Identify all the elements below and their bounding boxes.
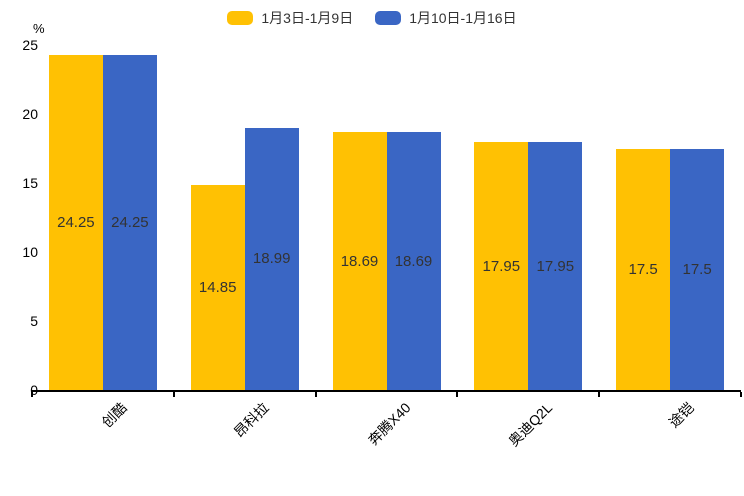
x-axis-line [32,390,741,392]
bar-value-label: 17.95 [482,257,521,275]
bar-value-label: 17.5 [628,260,658,278]
legend-label-series1: 1月3日-1月9日 [261,10,354,26]
y-tick-label: 20 [22,106,38,122]
bar-value-label: 14.85 [198,279,237,297]
x-axis-category-label: 创酷 [98,399,130,431]
x-axis-category-label: 奥迪Q2L [505,399,556,450]
x-axis-tick [456,392,459,397]
bar-创酷-series2[interactable]: 24.25 [102,55,157,390]
bar-value-label: 17.95 [536,257,575,275]
bar-奔腾X40-series1[interactable]: 18.69 [332,132,387,390]
x-axis-tick [598,392,601,397]
x-axis-category-label: 途铠 [665,399,697,431]
legend-item-series2[interactable]: 1月10日-1月16日 [375,8,517,28]
bar-value-label: 18.99 [252,250,291,268]
x-axis-tick [31,392,33,397]
y-axis-unit-label: % [33,21,45,36]
bar-奔腾X40-series2[interactable]: 18.69 [386,132,441,390]
x-axis-category-label: 昂科拉 [230,399,272,441]
bar-value-label: 17.5 [682,260,712,278]
x-axis-tick [740,392,742,397]
bar-昂科拉-series2[interactable]: 18.99 [244,127,299,390]
x-axis-tick [314,392,317,397]
y-tick-label: 5 [30,313,38,329]
x-axis-tick [172,392,175,397]
bar-途铠-series2[interactable]: 17.5 [670,148,725,390]
legend: 1月3日-1月9日 1月10日-1月16日 [0,8,744,28]
legend-label-series2: 1月10日-1月16日 [409,10,517,26]
y-tick-label: 15 [22,175,38,191]
legend-swatch-yellow-icon [227,11,254,25]
bar-value-label: 18.69 [394,252,433,270]
y-tick-label: 10 [22,244,38,260]
y-tick-label: 25 [22,37,38,53]
bar-途铠-series1[interactable]: 17.5 [616,148,671,390]
bar-奥迪Q2L-series2[interactable]: 17.95 [528,142,583,390]
legend-item-series1[interactable]: 1月3日-1月9日 [227,8,353,28]
bar-昂科拉-series1[interactable]: 14.85 [190,185,245,390]
bar-创酷-series1[interactable]: 24.25 [48,55,103,390]
bar-value-label: 24.25 [57,214,95,232]
bar-value-label: 24.25 [111,214,149,232]
bar-奥迪Q2L-series1[interactable]: 17.95 [474,142,529,390]
bar-value-label: 18.69 [340,252,379,270]
legend-swatch-blue-icon [375,11,402,25]
x-axis-category-label: 奔腾X40 [364,399,414,449]
